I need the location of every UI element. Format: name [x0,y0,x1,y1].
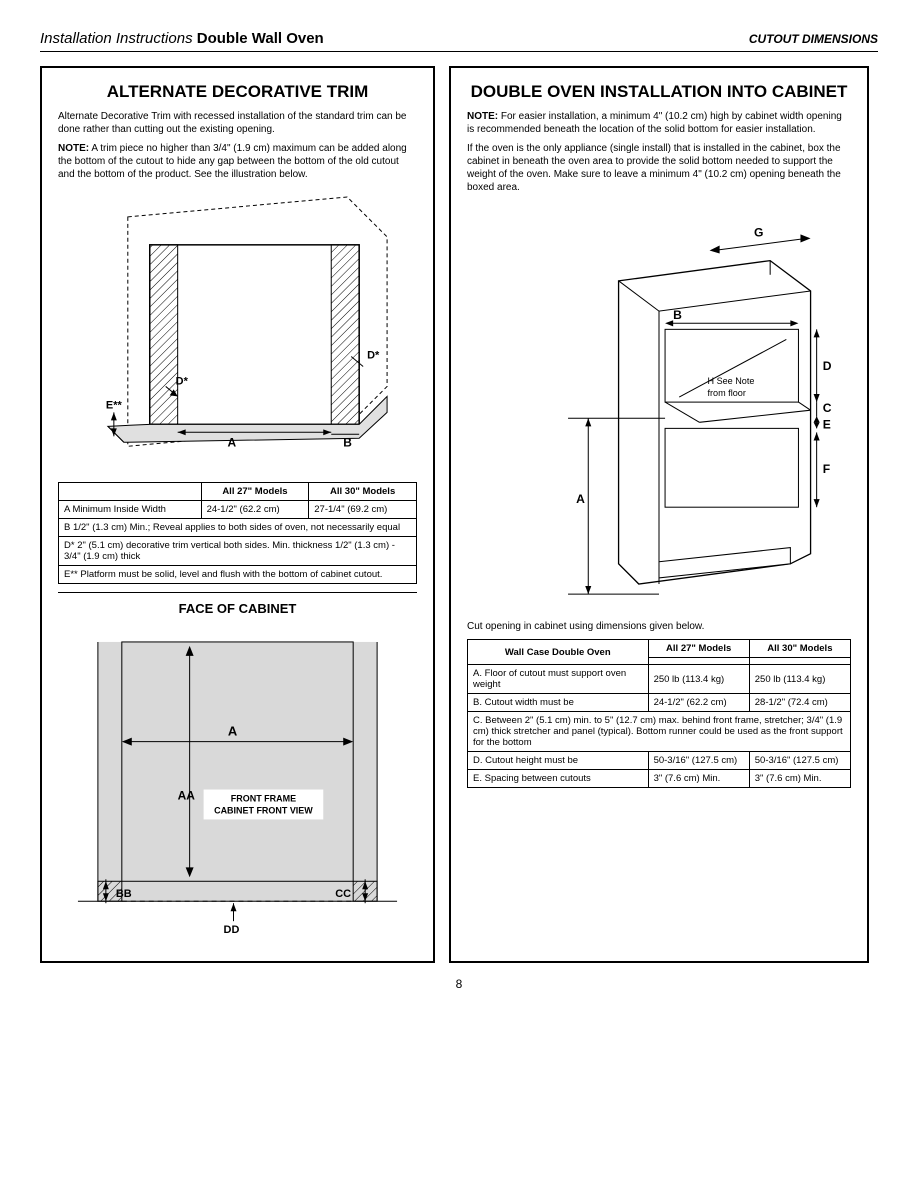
lbl-Dc: D [823,359,832,373]
left-title: ALTERNATE DECORATIVE TRIM [58,82,417,102]
table-row: D* 2" (5.1 cm) decorative trim vertical … [59,537,417,566]
right-p1-text: For easier installation, a minimum 4" (1… [467,111,842,135]
face-cabinet-diagram: A AA FRONT FRAME CABINET FRONT VIEW BB C… [58,622,417,941]
cabinet-diagram: H See Note from floor G B D C E [467,200,851,614]
table-row: B 1/2" (1.3 cm) Min.; Reveal applies to … [59,519,417,537]
lbl-H2: from floor [708,388,746,398]
t2r0c2: 250 lb (113.4 kg) [749,665,850,694]
right-caption: Cut opening in cabinet using dimensions … [467,620,851,633]
table-row: B. Cutout width must be 24-1/2" (62.2 cm… [468,694,851,712]
t1-r0c0: A Minimum Inside Width [59,501,202,519]
note-label: NOTE: [58,143,89,154]
caption-l1: FRONT FRAME [231,794,296,804]
t2-h2: All 30" Models [749,640,850,658]
header-italic: Installation Instructions [40,30,193,47]
lbl-E: E** [106,399,123,411]
header-bold: Double Wall Oven [197,30,324,47]
left-table-1: All 27" Models All 30" Models A Minimum … [58,482,417,584]
face-title: FACE OF CABINET [58,601,417,616]
right-column: DOUBLE OVEN INSTALLATION INTO CABINET NO… [449,66,869,963]
t2r4c2: 3" (7.6 cm) Min. [749,770,850,788]
t2r3c0: D. Cutout height must be [468,752,649,770]
t2r3c2: 50-3/16" (127.5 cm) [749,752,850,770]
t1-r2: D* 2" (5.1 cm) decorative trim vertical … [59,537,417,566]
trim-box-diagram: E** A B D* D* [58,187,417,476]
lbl-D1: D* [176,375,189,387]
right-p1: NOTE: For easier installation, a minimum… [467,110,851,136]
lbl-Fc: F [823,462,830,476]
lbl-Ac: A [576,492,585,506]
t2r4c0: E. Spacing between cutouts [468,770,649,788]
header-right: CUTOUT DIMENSIONS [749,32,878,46]
table-row: A. Floor of cutout must support oven wei… [468,665,851,694]
note-text: A trim piece no higher than 3/4" (1.9 cm… [58,143,407,180]
lbl-face-CC: CC [335,888,351,900]
t1-r0c2: 27-1/4" (69.2 cm) [309,501,417,519]
right-title: DOUBLE OVEN INSTALLATION INTO CABINET [467,82,851,102]
lbl-G: G [754,225,763,239]
page-header: Installation Instructions Double Wall Ov… [40,30,878,52]
table-row: D. Cutout height must be 50-3/16" (127.5… [468,752,851,770]
t1-r1: B 1/2" (1.3 cm) Min.; Reveal applies to … [59,519,417,537]
t2-h0: Wall Case Double Oven [468,640,649,665]
t2-blank2 [749,658,850,665]
t2r1c1: 24-1/2" (62.2 cm) [648,694,749,712]
left-column: ALTERNATE DECORATIVE TRIM Alternate Deco… [40,66,435,963]
t1-h0 [59,483,202,501]
lbl-H1: H See Note [708,376,755,386]
left-note: NOTE: A trim piece no higher than 3/4" (… [58,142,417,181]
lbl-face-DD: DD [224,924,240,936]
page-number: 8 [40,977,878,991]
table-row: E** Platform must be solid, level and fl… [59,566,417,584]
t1-h1: All 27" Models [201,483,309,501]
right-note-label: NOTE: [467,111,498,122]
main-columns: ALTERNATE DECORATIVE TRIM Alternate Deco… [40,66,878,963]
t2r1c0: B. Cutout width must be [468,694,649,712]
t1-r0c1: 24-1/2" (62.2 cm) [201,501,309,519]
lbl-Bc: B [673,308,682,322]
caption-l2: CABINET FRONT VIEW [214,806,313,816]
left-intro: Alternate Decorative Trim with recessed … [58,110,417,136]
t2r4c1: 3" (7.6 cm) Min. [648,770,749,788]
divider [58,592,417,593]
t2r0c1: 250 lb (113.4 kg) [648,665,749,694]
lbl-A: A [228,435,237,449]
lbl-face-BB: BB [116,888,132,900]
right-table: Wall Case Double Oven All 27" Models All… [467,639,851,788]
lbl-D2: D* [367,350,380,362]
table-row: C. Between 2" (5.1 cm) min. to 5" (12.7 … [468,712,851,752]
t1-r3: E** Platform must be solid, level and fl… [59,566,417,584]
t1-h2: All 30" Models [309,483,417,501]
lbl-Cc: C [823,401,832,415]
header-left: Installation Instructions Double Wall Ov… [40,30,324,47]
lbl-face-AA: AA [178,789,196,803]
t2-h1: All 27" Models [648,640,749,658]
t2r1c2: 28-1/2" (72.4 cm) [749,694,850,712]
lbl-Ec: E [823,417,831,431]
right-p2: If the oven is the only appliance (singl… [467,142,851,194]
t2-blank1 [648,658,749,665]
table-row: E. Spacing between cutouts 3" (7.6 cm) M… [468,770,851,788]
table-row: A Minimum Inside Width 24-1/2" (62.2 cm)… [59,501,417,519]
t2r3c1: 50-3/16" (127.5 cm) [648,752,749,770]
lbl-B: B [343,435,352,449]
t2r2: C. Between 2" (5.1 cm) min. to 5" (12.7 … [468,712,851,752]
lbl-face-A: A [228,724,238,739]
t2r0c0: A. Floor of cutout must support oven wei… [468,665,649,694]
